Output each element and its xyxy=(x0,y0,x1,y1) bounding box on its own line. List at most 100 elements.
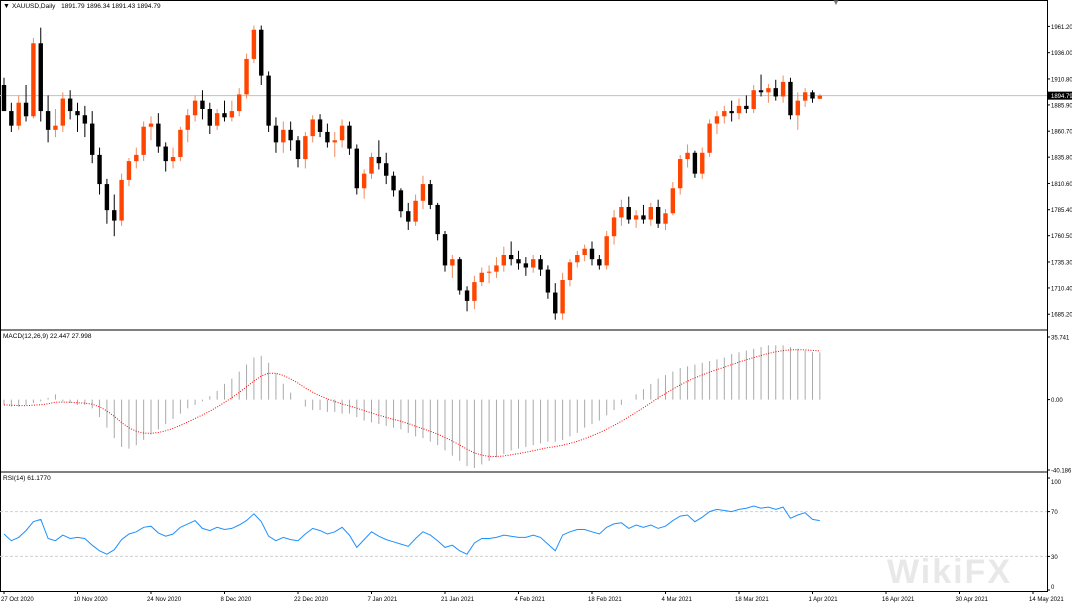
price-tick-label: 1885.90 xyxy=(1051,103,1072,109)
macd-tick-label: 0.00 xyxy=(1051,398,1063,404)
candle-body xyxy=(802,92,808,101)
candle-body xyxy=(508,254,514,260)
price-tick-label: 1760.50 xyxy=(1051,234,1072,240)
price-tick-label: 1810.60 xyxy=(1051,182,1072,188)
chart-frame xyxy=(0,0,1048,592)
candle-body xyxy=(655,207,661,224)
candle-body xyxy=(156,123,161,147)
candle-body xyxy=(678,159,683,189)
candle-body xyxy=(67,98,73,112)
macd-histogram xyxy=(3,345,821,468)
candle-body xyxy=(214,113,220,126)
candle-body xyxy=(810,92,815,99)
macd-panel-title: MACD(12,26,9) 22.447 27.998 xyxy=(3,333,92,340)
candle-body xyxy=(435,204,440,235)
date-tick-label: 18 Mar 2021 xyxy=(735,597,769,603)
candle-body xyxy=(611,217,617,237)
candle-body xyxy=(200,100,205,109)
candle-body xyxy=(464,290,470,301)
candle-body xyxy=(531,259,536,268)
candle-body xyxy=(641,215,646,220)
candle-body xyxy=(90,123,95,155)
candle-body xyxy=(325,131,330,143)
date-tick-label: 14 May 2021 xyxy=(1029,597,1064,603)
candle-body xyxy=(45,111,51,130)
candle-body xyxy=(332,140,337,143)
rsi-y-axis: 100 70 30 0 xyxy=(0,477,1062,591)
candle-body xyxy=(538,259,543,270)
candle-body xyxy=(751,90,756,109)
candle-body xyxy=(119,179,124,221)
candle-body xyxy=(354,148,359,189)
date-tick-label: 16 Apr 2021 xyxy=(882,597,915,603)
candle-body xyxy=(126,161,132,180)
candle-body xyxy=(553,292,558,314)
candle-body xyxy=(560,280,565,314)
rsi-tick-label: 100 xyxy=(1051,480,1062,486)
candle-body xyxy=(9,111,14,126)
candle-body xyxy=(251,29,257,59)
candle-body xyxy=(736,105,742,114)
rsi-tick-label: 0 xyxy=(1051,585,1055,591)
candle-body xyxy=(406,211,411,222)
shift-marker-icon[interactable]: ▼ xyxy=(832,0,840,7)
candle-body xyxy=(398,190,404,212)
date-x-axis: 27 Oct 2020 10 Nov 2020 24 Nov 2020 8 Dec 2… xyxy=(1,591,1064,603)
candle-body xyxy=(479,272,484,283)
date-tick-label: 22 Dec 2020 xyxy=(294,597,329,603)
candle-body xyxy=(391,175,396,191)
price-tick-label: 1961.20 xyxy=(1051,25,1072,31)
candle-body xyxy=(722,111,727,117)
watermark-logo: WikiFX xyxy=(886,553,1012,591)
rsi-tick-label: 30 xyxy=(1051,555,1058,561)
rsi-tick-label: 70 xyxy=(1051,510,1058,516)
current-price-label: 1894.79 xyxy=(1051,94,1072,100)
macd-signal-line xyxy=(3,349,820,458)
price-tick-label: 1860.70 xyxy=(1051,130,1072,136)
candle-body xyxy=(450,259,455,266)
candle-body xyxy=(575,254,580,263)
macd-tick-label: 35.741 xyxy=(1051,336,1070,342)
candle-body xyxy=(619,207,624,218)
candle-body xyxy=(788,81,793,116)
candle-body xyxy=(766,88,771,93)
candle-body xyxy=(295,140,301,160)
candle-body xyxy=(207,108,212,126)
price-tick-label: 1785.40 xyxy=(1051,208,1072,214)
candle-body xyxy=(148,123,154,127)
candle-body xyxy=(310,119,315,137)
candle-body xyxy=(729,111,734,114)
candle-body xyxy=(633,215,639,220)
candle-body xyxy=(773,88,778,97)
date-tick-label: 1 Apr 2021 xyxy=(809,597,839,603)
candle-body xyxy=(23,102,29,117)
candle-body xyxy=(589,248,595,260)
date-tick-label: 30 Apr 2021 xyxy=(956,597,989,603)
macd-signal-polyline xyxy=(3,349,820,458)
candle-body xyxy=(273,125,279,143)
candle-body xyxy=(134,154,139,162)
candle-body xyxy=(60,98,65,126)
candle-body xyxy=(53,125,58,130)
candle-body xyxy=(244,58,249,95)
candle-body xyxy=(442,234,448,266)
candle-body xyxy=(545,269,551,293)
chart-menu-arrow-icon[interactable]: ▼ xyxy=(3,3,10,10)
candle-body xyxy=(347,125,352,149)
candle-body xyxy=(1,85,7,112)
candle-body xyxy=(780,81,786,97)
price-tick-label: 1835.80 xyxy=(1051,156,1072,162)
candle-body xyxy=(112,210,117,221)
candle-body xyxy=(38,43,43,112)
date-tick-label: 24 Nov 2020 xyxy=(147,597,182,603)
rsi-polyline xyxy=(3,505,820,555)
candle-body xyxy=(472,282,477,301)
candle-body xyxy=(170,156,176,162)
candle-body xyxy=(486,271,492,273)
candle-body xyxy=(648,207,653,220)
candle-body xyxy=(288,129,293,141)
candle-body xyxy=(303,136,308,160)
candle-body xyxy=(97,154,102,185)
candle-body xyxy=(685,152,690,160)
